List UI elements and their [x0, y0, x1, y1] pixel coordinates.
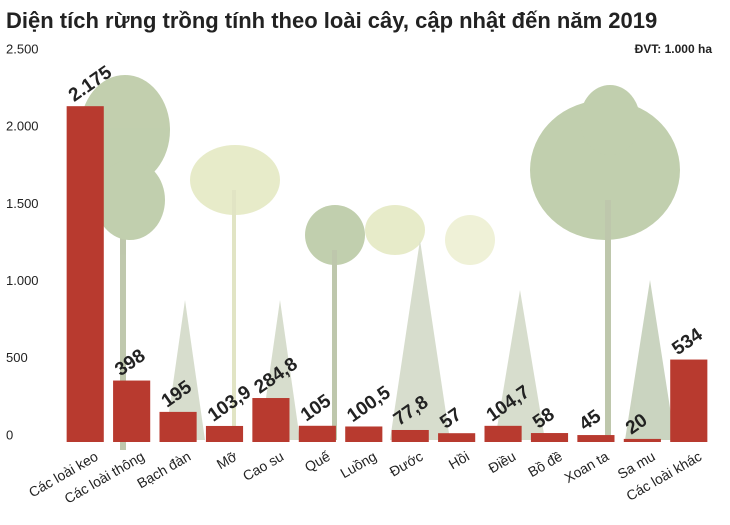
bar [530, 433, 569, 442]
bar [66, 106, 104, 443]
y-tick-label: 1.500 [6, 196, 39, 211]
value-label: 534 [668, 324, 706, 360]
x-tick-label: Quế [302, 448, 333, 475]
x-tick-label: Điều [485, 448, 518, 476]
x-tick-label: Mỡ [214, 448, 240, 472]
y-tick-label: 0 [6, 427, 13, 442]
x-tick-label: Hồi [446, 448, 472, 472]
value-label: 45 [576, 406, 606, 436]
value-label: 103,9 [204, 382, 255, 426]
bar [577, 435, 615, 442]
y-tick-label: 1.000 [6, 273, 39, 288]
bar [298, 425, 336, 442]
bar [484, 425, 522, 442]
bar [345, 426, 383, 442]
x-tick-label: Đước [387, 448, 426, 480]
bar [252, 398, 290, 442]
x-tick-label: Bạch đàn [134, 448, 193, 491]
bar [113, 380, 151, 442]
value-label: 100,5 [343, 382, 394, 427]
x-tick-label: Xoan ta [561, 448, 611, 486]
bar [159, 411, 197, 442]
x-tick-label: Bồ đề [525, 448, 565, 480]
unit-note: ĐVT: 1.000 ha [635, 42, 713, 56]
x-tick-label: Luồng [337, 448, 379, 481]
y-tick-label: 500 [6, 350, 28, 365]
bar [391, 429, 429, 442]
bar [438, 433, 476, 442]
y-tick-label: 2.000 [6, 119, 39, 134]
bar [670, 359, 708, 442]
y-tick-label: 2.500 [6, 41, 39, 56]
bar [623, 438, 661, 442]
value-label: 398 [111, 345, 149, 380]
bar [205, 425, 244, 442]
value-label: 105 [297, 390, 335, 426]
x-tick-label: Cao su [240, 448, 286, 484]
chart-title: Diện tích rừng trồng tính theo loài cây,… [6, 8, 657, 33]
